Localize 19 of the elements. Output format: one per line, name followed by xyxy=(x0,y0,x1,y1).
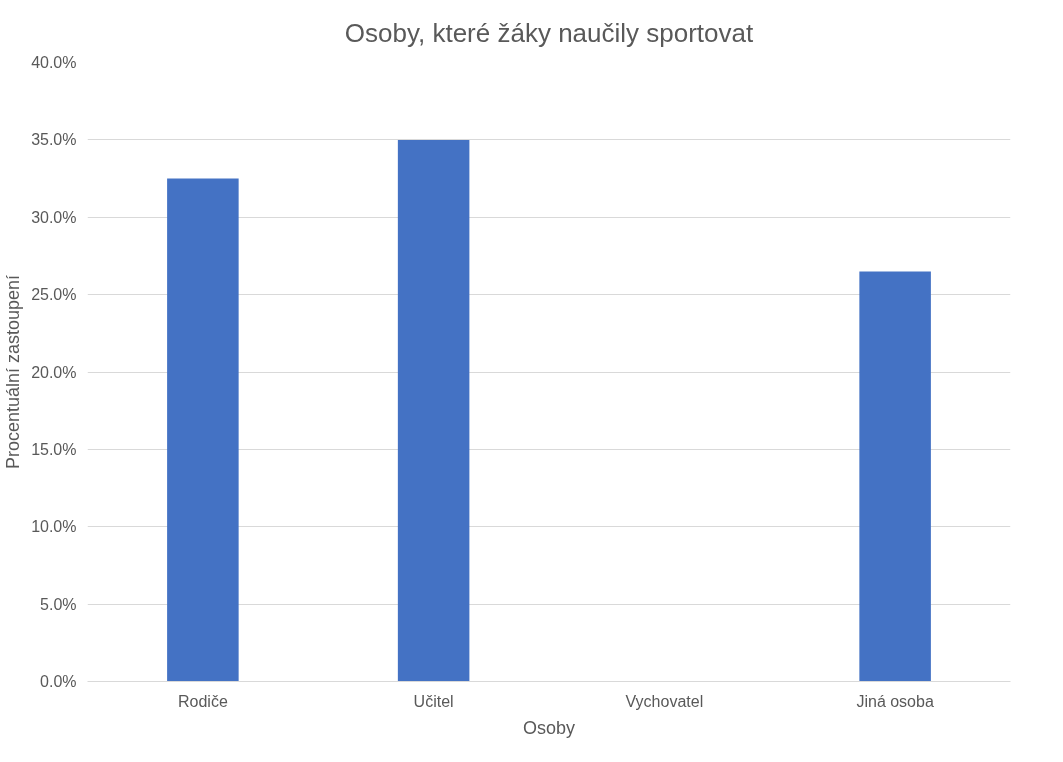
y-tick-label: 5.0% xyxy=(40,595,77,613)
y-tick-label: 15.0% xyxy=(31,440,77,458)
y-tick-label: 10.0% xyxy=(31,518,77,536)
chart-title: Osoby, které žáky naučily sportovat xyxy=(344,17,755,48)
x-tick-label: Učitel xyxy=(413,692,454,710)
x-tick-label: Rodiče xyxy=(177,692,228,710)
y-tick-label: 30.0% xyxy=(31,208,77,226)
x-tick-label: Vychovatel xyxy=(625,692,704,710)
y-axis-title: Procentuální zastoupení xyxy=(3,274,24,470)
x-tick-label: Jiná osoba xyxy=(856,692,934,710)
x-axis-title: Osoby xyxy=(522,717,576,738)
bar xyxy=(859,271,931,682)
y-tick-label: 0.0% xyxy=(40,673,77,690)
y-tick-label: 20.0% xyxy=(31,363,77,381)
bar xyxy=(167,178,239,682)
y-tick-label: 25.0% xyxy=(31,286,77,304)
y-tick-label: 40.0% xyxy=(31,54,77,71)
y-tick-label: 35.0% xyxy=(31,131,77,149)
bar xyxy=(397,139,470,682)
